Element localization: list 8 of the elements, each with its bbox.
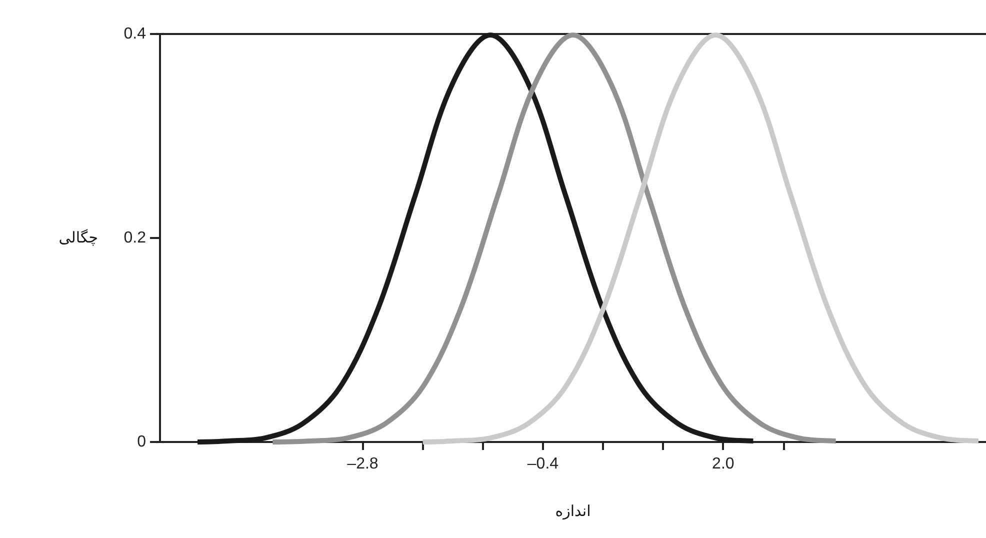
x-tick-label: 2.0 <box>712 456 734 472</box>
y-tick-label: 0.4 <box>124 26 146 42</box>
x-tick-label: –2.8 <box>347 456 378 472</box>
y-axis-title: چگالی <box>58 228 98 246</box>
y-tick-label: 0.2 <box>124 230 146 246</box>
x-tick-label: –0.4 <box>527 456 559 472</box>
x-axis-title: اندازه <box>555 503 591 520</box>
y-tick-label: 0 <box>137 434 146 450</box>
